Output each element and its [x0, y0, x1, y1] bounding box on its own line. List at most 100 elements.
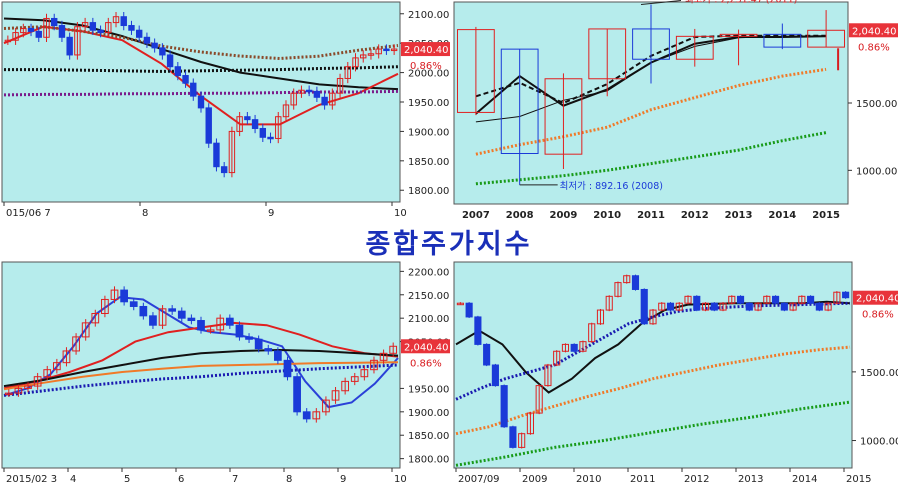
- candle-body: [206, 329, 215, 332]
- x-tick-label: 2013: [725, 210, 753, 221]
- moving-average-line: [3, 17, 399, 91]
- candle-body: [205, 107, 212, 144]
- candle-body: [570, 343, 578, 352]
- candle-body: [500, 48, 539, 155]
- y-tick-label: 1500.00: [860, 368, 898, 379]
- candle-body: [128, 25, 135, 31]
- candle-body: [168, 308, 177, 312]
- candle-body: [833, 291, 841, 304]
- candle-body: [101, 298, 109, 314]
- chart-top-left-svg: 2100.002050.002000.001950.001900.001850.…: [0, 0, 451, 225]
- y-tick-label: 1850.00: [408, 157, 449, 168]
- candle-body: [112, 16, 120, 24]
- candle-body: [666, 302, 675, 311]
- candle-body: [544, 78, 583, 155]
- candle-body: [360, 369, 369, 378]
- candle-body: [675, 35, 714, 60]
- candle-body: [526, 412, 534, 435]
- candle-body: [483, 343, 491, 366]
- candle-body: [329, 92, 336, 106]
- x-tick-label: 2014: [792, 474, 817, 485]
- candle-body: [518, 433, 526, 448]
- candle-body: [290, 92, 297, 106]
- x-tick-label: 9: [340, 474, 346, 485]
- x-tick-label: 2009: [550, 210, 578, 221]
- candle-body: [159, 47, 166, 56]
- candle-body: [216, 317, 225, 331]
- x-tick-label: 2012: [684, 474, 709, 485]
- candle-body: [235, 324, 244, 338]
- low-annotation: 최저가 : 892.16 (2008): [560, 181, 663, 192]
- candle-body: [149, 315, 157, 326]
- candle-body: [4, 392, 13, 396]
- candle-body: [139, 305, 148, 317]
- moving-average-line: [475, 131, 827, 186]
- candle-body: [274, 350, 282, 361]
- y-tick-label: 2200.00: [408, 267, 449, 278]
- price-tag-label: 2,040.40: [404, 342, 449, 353]
- candle-body: [474, 316, 482, 345]
- price-tag-box: [853, 290, 898, 305]
- price-tag-label: 2,040.40: [404, 45, 449, 56]
- candle-body: [383, 48, 390, 52]
- price-tag-box: [849, 23, 898, 38]
- x-tick-label: 2010: [576, 474, 601, 485]
- x-tick-label: 2014: [768, 210, 796, 221]
- candle-body: [596, 309, 605, 325]
- price-tag-box: [401, 339, 451, 354]
- candle-body: [350, 376, 359, 382]
- candle-body: [331, 390, 340, 401]
- candle-body: [251, 119, 259, 129]
- candle-body: [352, 57, 359, 68]
- candle-body: [579, 341, 587, 352]
- candle-body: [675, 302, 683, 311]
- x-tick-label: 8: [142, 208, 148, 219]
- candle-body: [293, 376, 301, 413]
- candle-body: [370, 359, 378, 371]
- chart-bottom-left-svg: 2200.002150.002100.002050.001950.001900.…: [0, 258, 451, 492]
- candle-body: [305, 89, 313, 93]
- candle-body: [658, 302, 666, 311]
- candle-body: [51, 17, 58, 27]
- y-tick-label: 2100.00: [408, 314, 449, 325]
- x-tick-label: 9: [268, 208, 274, 219]
- candle-body: [12, 32, 19, 41]
- candle-body: [43, 17, 50, 38]
- candle-body: [588, 28, 627, 80]
- candle-body: [719, 302, 727, 311]
- chart-bottom-right-svg: 1500.00 1000.00 2,040.40 0.86% 2007/09 2009 20…: [450, 258, 898, 492]
- candle-body: [379, 352, 388, 361]
- candle-body: [456, 302, 464, 306]
- candle-body: [89, 22, 97, 31]
- price-tag-label: 2,040.40: [852, 26, 897, 37]
- candle-body: [509, 426, 517, 448]
- candle-body: [135, 29, 143, 38]
- candle-body: [4, 39, 12, 43]
- candle-body: [321, 96, 328, 106]
- candle-body: [197, 95, 205, 109]
- x-tick-label: 10: [394, 474, 407, 485]
- candle-body: [544, 364, 552, 387]
- y-tick-label: 2150.00: [408, 291, 449, 302]
- y-tick-label: 1950.00: [408, 384, 449, 395]
- candle-body: [728, 295, 736, 304]
- moving-average-line: [455, 400, 851, 467]
- x-tick-label: 2007: [462, 210, 490, 221]
- candle-body: [62, 350, 71, 364]
- candle-body: [244, 116, 251, 121]
- candle-body: [763, 33, 802, 48]
- candle-body: [457, 29, 495, 113]
- candle-body: [105, 22, 112, 34]
- candle-body: [283, 359, 292, 378]
- page-title: 종합주가지수: [365, 229, 533, 260]
- candle-body: [236, 116, 243, 132]
- x-tick-label: 2011: [630, 474, 655, 485]
- candle-body: [465, 302, 473, 318]
- x-tick-label: 2015: [812, 210, 840, 221]
- candle-body: [197, 320, 205, 331]
- change-label: 0.86%: [858, 42, 890, 53]
- candle-body: [807, 295, 815, 304]
- candle-body: [27, 27, 35, 32]
- high-annotation-leader: [640, 0, 682, 6]
- x-tick-label: 2008: [506, 210, 534, 221]
